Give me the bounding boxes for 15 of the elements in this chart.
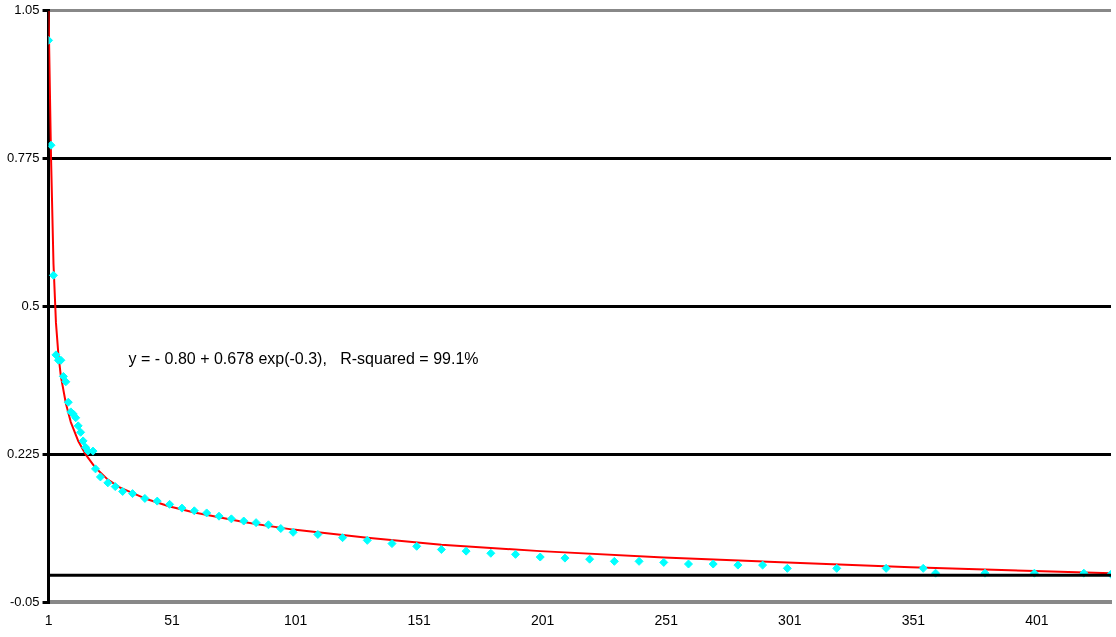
y-tick-label: 0.5 bbox=[21, 298, 40, 314]
annotation: y = - 0.80 + 0.678 exp(-0.3), R-squared = 99.1% bbox=[128, 350, 479, 368]
x-tick-label: 151 bbox=[407, 612, 432, 629]
x-tick-label: 201 bbox=[531, 612, 555, 629]
y-tick-label: 0.225 bbox=[6, 445, 40, 461]
y-tick-label: -0.05 bbox=[9, 593, 40, 609]
x-tick-label: 301 bbox=[778, 612, 802, 629]
y-tick-label: 0.775 bbox=[6, 150, 40, 166]
x-tick-label: 251 bbox=[654, 612, 679, 629]
y-tick-label: 1.05 bbox=[14, 2, 40, 18]
x-tick-label: 101 bbox=[283, 612, 308, 629]
x-tick-label: 1 bbox=[44, 612, 53, 629]
x-tick-label: 51 bbox=[164, 612, 181, 629]
x-tick-label: 401 bbox=[1025, 612, 1049, 629]
x-tick-label: 351 bbox=[901, 612, 926, 629]
